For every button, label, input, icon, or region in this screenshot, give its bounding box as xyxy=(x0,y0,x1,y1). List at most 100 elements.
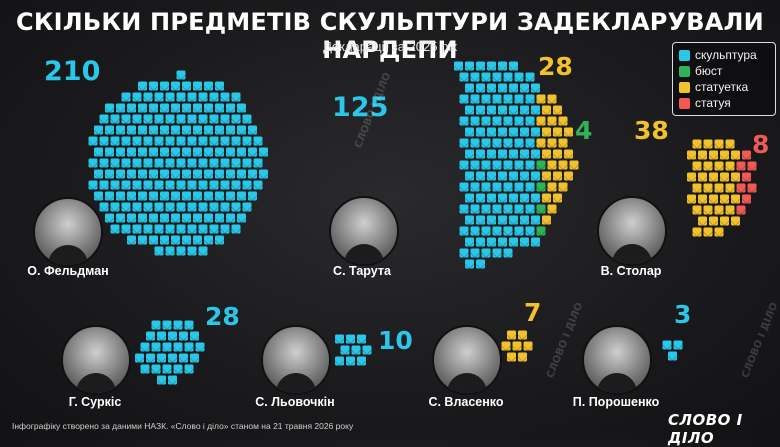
cube-скульптура xyxy=(104,125,115,136)
cube-скульптура xyxy=(214,81,225,92)
cube-скульптура xyxy=(475,61,486,72)
cube-скульптура xyxy=(459,182,469,193)
cube-скульптура xyxy=(121,114,131,125)
cube-скульптура xyxy=(503,116,513,127)
cube-скульптура xyxy=(121,158,131,169)
cube-скульптура xyxy=(176,92,186,103)
legend-swatch-figurine xyxy=(679,81,690,93)
cube-скульптура xyxy=(121,180,131,191)
cube-скульптура xyxy=(464,83,475,94)
cube-статуетка xyxy=(517,352,528,363)
cube-скульптура xyxy=(159,191,170,202)
cube-скульптура xyxy=(214,191,225,202)
cube-скульптура xyxy=(181,191,192,202)
legend-item-sculpture: скульптура xyxy=(679,47,769,63)
cube-бюст xyxy=(536,226,546,237)
cube-скульптура xyxy=(192,147,203,158)
cube-скульптура xyxy=(110,202,120,213)
cube-скульптура xyxy=(126,125,137,136)
cube-скульптура xyxy=(176,114,186,125)
cube-скульптура xyxy=(151,364,161,375)
cube-скульптура xyxy=(475,83,486,94)
cube-скульптура xyxy=(486,237,497,248)
cube-статуетка xyxy=(725,205,735,216)
cube-скульптура xyxy=(530,127,541,138)
cube-скульптура xyxy=(459,72,469,83)
legend-label-sculpture: скульптура xyxy=(695,48,757,62)
cube-статуя xyxy=(741,172,752,183)
cube-скульптура xyxy=(148,125,159,136)
cube-скульптура xyxy=(165,158,175,169)
count-stolar-figurine: 38 xyxy=(634,116,669,145)
cube-скульптура xyxy=(203,235,214,246)
cube-статуетка xyxy=(708,172,719,183)
cube-статуетка xyxy=(730,172,741,183)
cube-статуетка xyxy=(558,160,568,171)
cube-скульптура xyxy=(99,158,109,169)
cube-статуетка xyxy=(719,172,730,183)
cube-скульптура xyxy=(530,193,541,204)
cube-скульптура xyxy=(181,213,192,224)
legend-item-bust: бюст xyxy=(679,63,769,79)
cube-скульптура xyxy=(220,180,230,191)
cube-скульптура xyxy=(519,127,530,138)
footer-credit: Інфографіку створено за даними НАЗК. «Сл… xyxy=(12,421,354,431)
cube-скульптура xyxy=(464,61,475,72)
cube-скульптура xyxy=(192,191,203,202)
cube-скульптура xyxy=(525,204,535,215)
cube-скульптура xyxy=(247,191,258,202)
cube-статуетка xyxy=(703,205,713,216)
cube-скульптура xyxy=(673,340,683,351)
cube-скульптура xyxy=(132,180,142,191)
cube-скульптура xyxy=(192,81,203,92)
cube-статуетка xyxy=(714,161,724,172)
cube-статуетка xyxy=(552,171,563,182)
cube-скульптура xyxy=(214,125,225,136)
cube-скульптура xyxy=(104,191,115,202)
name-stolar: В. Столар xyxy=(600,264,662,278)
cube-статуетка xyxy=(536,94,546,105)
cube-скульптура xyxy=(181,235,192,246)
cube-скульптура xyxy=(464,237,475,248)
cube-скульптура xyxy=(93,147,104,158)
cube-скульптура xyxy=(481,72,491,83)
cube-скульптура xyxy=(203,191,214,202)
cube-скульптура xyxy=(519,105,530,116)
cube-скульптура xyxy=(137,213,148,224)
cube-скульптура xyxy=(503,182,513,193)
avatar-poroshenko xyxy=(582,325,652,395)
cube-скульптура xyxy=(508,127,519,138)
cube-скульптура xyxy=(470,182,480,193)
cube-бюст xyxy=(536,160,546,171)
cube-скульптура xyxy=(126,103,137,114)
brand-logo: СЛОВО І ДІЛО xyxy=(668,411,743,447)
legend-label-bust: бюст xyxy=(695,64,723,78)
cube-скульптура xyxy=(492,116,502,127)
count-feldman: 210 xyxy=(44,56,101,87)
cube-статуетка xyxy=(547,116,557,127)
cube-статуетка xyxy=(708,150,719,161)
cube-скульптура xyxy=(525,226,535,237)
cube-скульптура xyxy=(514,160,524,171)
cube-скульптура xyxy=(115,191,126,202)
cube-скульптура xyxy=(121,224,131,235)
cube-скульптура xyxy=(154,158,164,169)
cube-скульптура xyxy=(662,340,672,351)
cube-скульптура xyxy=(162,320,172,331)
cube-статуетка xyxy=(697,172,708,183)
cube-скульптура xyxy=(126,235,137,246)
cube-скульптура xyxy=(253,136,263,147)
cube-скульптура xyxy=(492,94,502,105)
cube-скульптура xyxy=(231,92,241,103)
name-poroshenko: П. Порошенко xyxy=(572,395,660,409)
cube-скульптура xyxy=(170,125,181,136)
cube-скульптура xyxy=(170,103,181,114)
cube-скульптура xyxy=(195,342,205,353)
cube-скульптура xyxy=(156,331,167,342)
cube-скульптура xyxy=(176,158,186,169)
cube-скульптура xyxy=(220,224,230,235)
cube-скульптура xyxy=(198,224,208,235)
cube-статуетка xyxy=(697,150,708,161)
